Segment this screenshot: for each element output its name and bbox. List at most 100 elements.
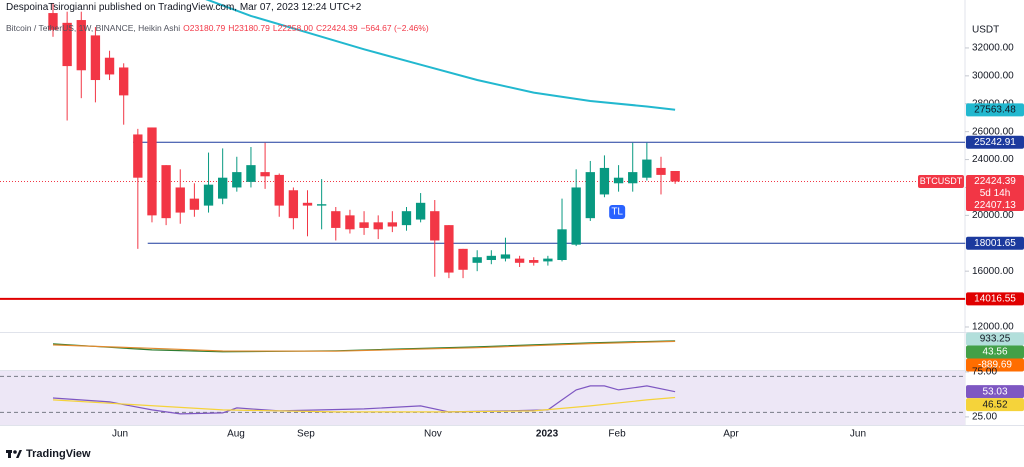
x-tick-label: Feb bbox=[608, 429, 626, 440]
x-tick-label: Nov bbox=[424, 429, 442, 440]
pane: TL bbox=[0, 0, 965, 300]
last-price-tag-bg bbox=[966, 175, 1024, 212]
value-tag-bg bbox=[966, 332, 1024, 346]
candle-body bbox=[203, 184, 214, 206]
candle-body bbox=[147, 127, 157, 216]
last-price-second: 22407.13 bbox=[974, 200, 1016, 211]
candle-body bbox=[486, 255, 496, 261]
x-tick-label: Jun bbox=[850, 429, 866, 440]
value-tag-bg bbox=[966, 398, 1024, 412]
value-tag-bg bbox=[966, 385, 1024, 399]
candle-body bbox=[119, 67, 129, 96]
y-tick-label: 25.00 bbox=[972, 412, 997, 423]
candle-body bbox=[599, 167, 610, 195]
change: −564.67 (−2.46%) bbox=[360, 23, 429, 33]
candle-body bbox=[218, 177, 228, 199]
candle-body bbox=[401, 211, 412, 226]
currency-label: USDT bbox=[972, 25, 999, 36]
annotation-bg bbox=[609, 205, 626, 220]
indicator-line bbox=[205, 0, 676, 111]
x-tick-label: Jun bbox=[112, 429, 128, 440]
value-tag: 933.25 bbox=[980, 334, 1011, 345]
candle-body bbox=[48, 13, 58, 30]
value-tag: 53.03 bbox=[982, 386, 1007, 397]
candle-body bbox=[458, 248, 468, 270]
y-tick-label: 24000.00 bbox=[972, 154, 1014, 165]
y-tick-label: 12000.00 bbox=[972, 322, 1014, 333]
indicator-line bbox=[52, 340, 676, 352]
candle-body bbox=[557, 229, 567, 261]
x-tick-label: 2023 bbox=[536, 429, 559, 440]
y-tick-label: 32000.00 bbox=[972, 43, 1014, 54]
band bbox=[0, 371, 965, 425]
candle-body bbox=[302, 202, 313, 206]
candle-body bbox=[260, 172, 270, 177]
level-tag-bg bbox=[966, 135, 1024, 149]
y-tick-label: 30000.00 bbox=[972, 70, 1014, 81]
candle-body bbox=[387, 222, 398, 227]
value-tag: 43.56 bbox=[982, 347, 1007, 358]
candle-body bbox=[90, 35, 101, 81]
ohlc-low: L22258.00 bbox=[272, 23, 314, 33]
overlay-tag-bg bbox=[966, 103, 1024, 117]
candle-body bbox=[316, 204, 327, 206]
indicator-line bbox=[52, 396, 676, 413]
value-tag-bg bbox=[966, 345, 1024, 359]
candle-body bbox=[628, 172, 638, 184]
symbol-tag: BTCUSDT bbox=[920, 176, 963, 186]
candle-body bbox=[585, 172, 595, 219]
candle-body bbox=[613, 177, 624, 184]
candle-body bbox=[161, 165, 171, 219]
candle-body bbox=[274, 174, 284, 206]
pane bbox=[52, 340, 676, 353]
candle-body bbox=[514, 258, 525, 263]
x-tick-label: Sep bbox=[297, 429, 315, 440]
value-tag: -889.69 bbox=[978, 360, 1012, 371]
candle-body bbox=[500, 254, 511, 259]
candle-body bbox=[175, 187, 185, 213]
footer-brand: TradingView bbox=[26, 448, 91, 460]
y-tick-label: 20000.00 bbox=[972, 210, 1014, 221]
candle-body bbox=[472, 257, 482, 263]
candle-body bbox=[571, 187, 581, 245]
overlay-tag: 27563.48 bbox=[974, 104, 1016, 115]
x-tick-label: Apr bbox=[723, 429, 739, 440]
y-tick-label: 26000.00 bbox=[972, 126, 1014, 137]
value-tag-bg bbox=[966, 358, 1024, 372]
candle-body bbox=[189, 198, 200, 210]
candle-body bbox=[359, 222, 369, 228]
candle-body bbox=[373, 222, 383, 230]
candle-body bbox=[246, 165, 256, 182]
level-tag: 18001.65 bbox=[974, 238, 1016, 249]
level-tag: 14016.55 bbox=[974, 293, 1016, 304]
level-tag-bg bbox=[966, 236, 1024, 250]
candle-body bbox=[444, 225, 454, 273]
author-line: DespoinaTsirogianni published on Trading… bbox=[6, 2, 362, 13]
candle-body bbox=[529, 260, 539, 263]
symbol-tag-bg bbox=[918, 175, 964, 189]
candle-body bbox=[642, 159, 652, 178]
x-tick-label: Aug bbox=[227, 429, 245, 440]
symbol-line: Bitcoin / TetherUS, 1W, BINANCE, Heikin … bbox=[6, 23, 429, 33]
level-tag: 25242.91 bbox=[974, 137, 1016, 148]
tradingview-logo bbox=[6, 450, 22, 458]
candle-body bbox=[543, 258, 553, 262]
candle-body bbox=[62, 22, 72, 67]
ohlc-close: C22424.39 bbox=[316, 23, 358, 33]
pane bbox=[0, 371, 965, 425]
value-tag: 46.52 bbox=[982, 399, 1007, 410]
last-price-value: 22424.39 bbox=[974, 176, 1016, 187]
ohlc-open: O23180.79 bbox=[183, 23, 226, 33]
last-price-countdown: 5d 14h bbox=[980, 188, 1011, 199]
candle-body bbox=[133, 134, 143, 178]
ohlc-high: H23180.79 bbox=[228, 23, 270, 33]
candle-body bbox=[430, 211, 440, 241]
y-tick-label: 75.00 bbox=[972, 367, 997, 378]
candle-body bbox=[288, 190, 299, 219]
indicator-line bbox=[52, 385, 676, 415]
symbol: Bitcoin / TetherUS, 1W, BINANCE, Heikin … bbox=[6, 23, 181, 33]
candle-body bbox=[76, 20, 86, 71]
y-tick-label: 16000.00 bbox=[972, 266, 1014, 277]
